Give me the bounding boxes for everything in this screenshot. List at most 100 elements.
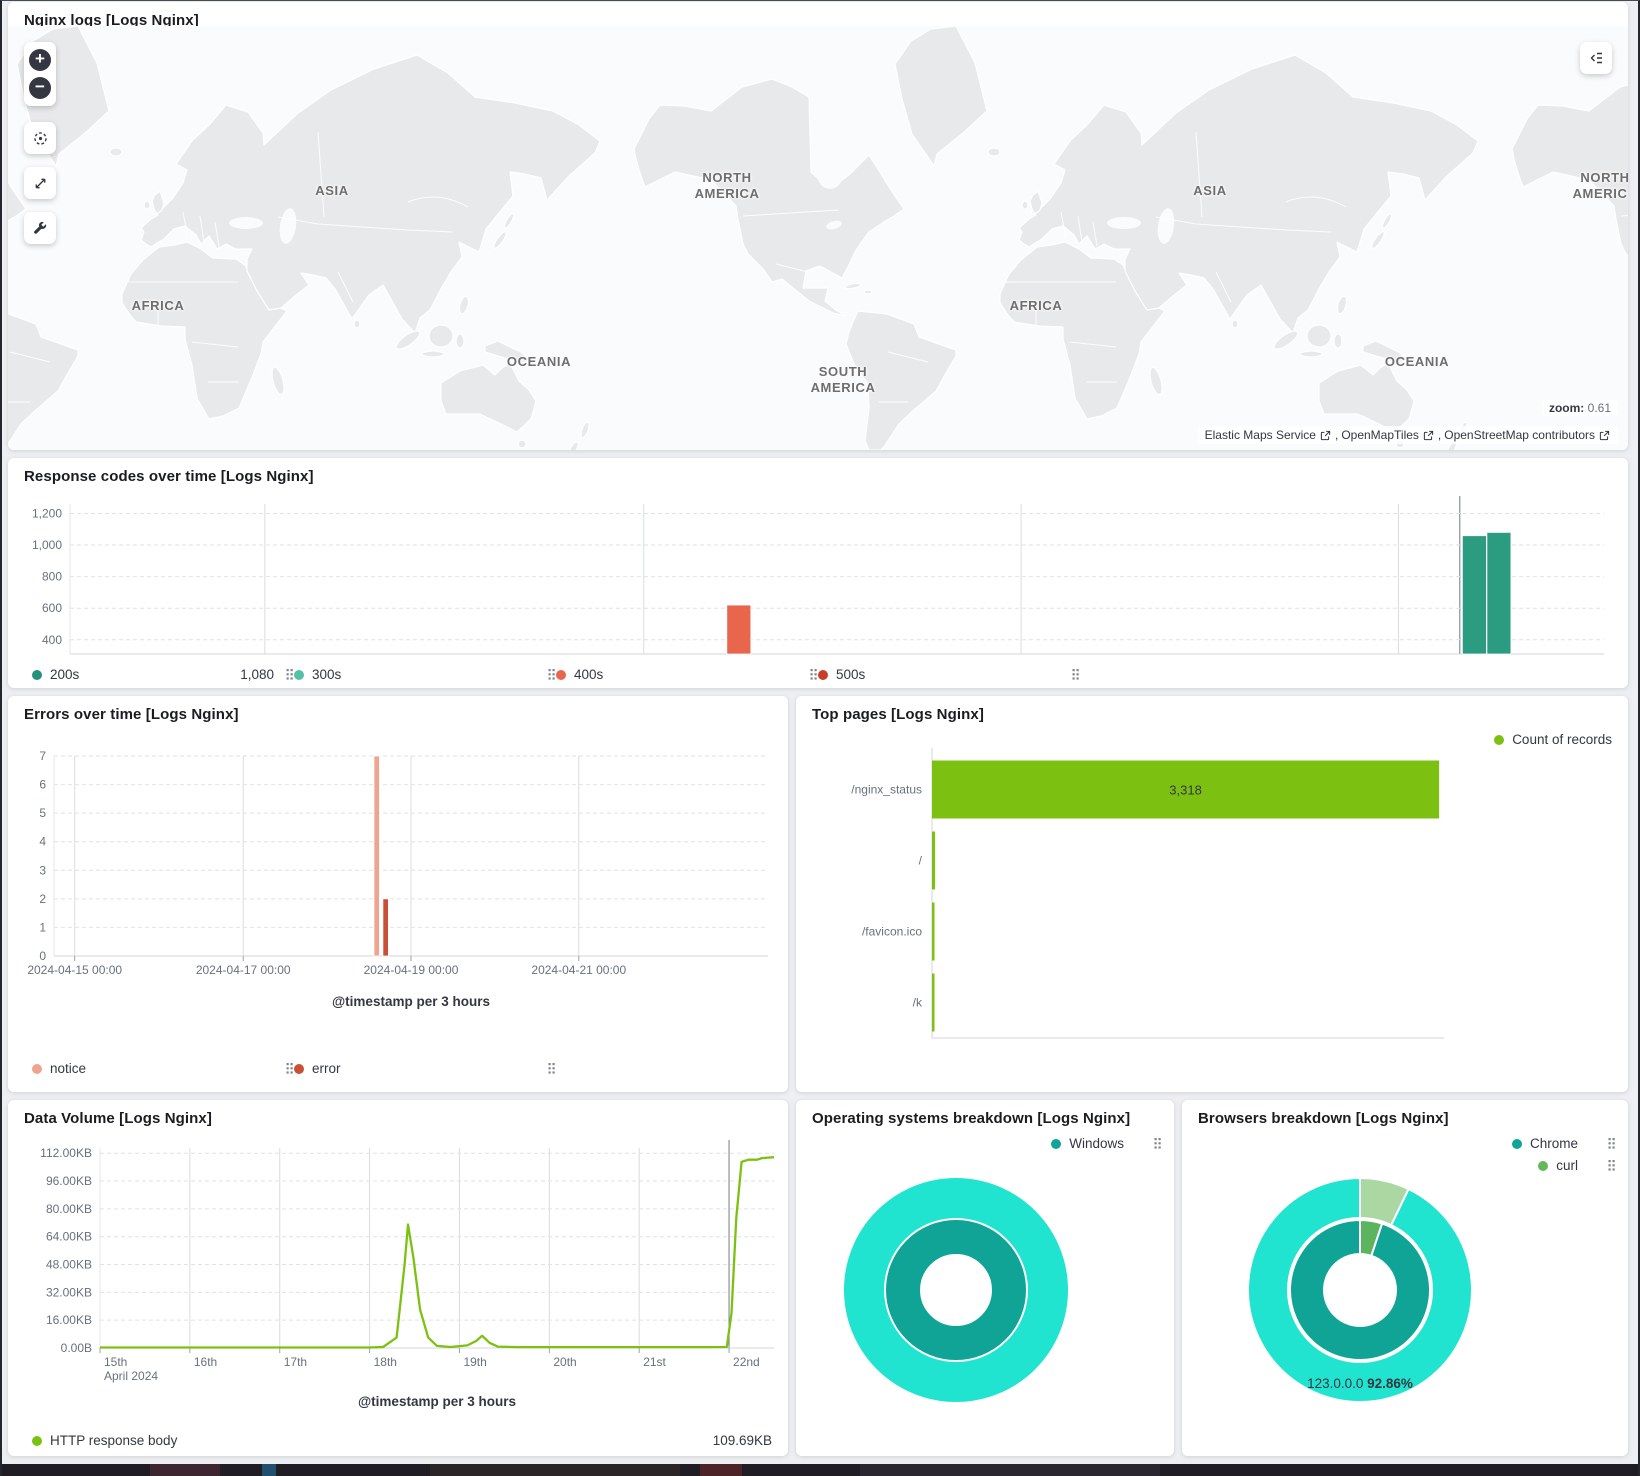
plus-icon: + [35,48,45,68]
external-link-icon [1423,430,1434,441]
legend-menu-icon[interactable] [286,668,294,681]
map-tools-button[interactable] [24,212,56,244]
external-link-icon [1320,430,1331,441]
wrench-icon [34,221,47,234]
panel-response-codes: Response codes over time [Logs Nginx] 40… [8,458,1628,688]
collapse-layers-button[interactable] [1580,42,1612,74]
legend-menu-icon[interactable] [1072,668,1080,681]
panel-errors-over-time: Errors over time [Logs Nginx] 0 1 2 3 4 5 6 7 20… [8,696,788,1092]
panel-top-pages: Top pages [Logs Nginx] Count of records … [796,696,1628,1092]
svg-text:112.00KB: 112.00KB [40,1146,92,1160]
legend-color-dot [1538,1160,1549,1171]
svg-text:96.00KB: 96.00KB [46,1174,92,1188]
legend-item-notice[interactable]: notice [32,1061,294,1076]
svg-text:April 2024: April 2024 [104,1369,158,1383]
svg-text:5: 5 [39,806,46,820]
legend-color-dot [1051,1138,1062,1149]
svg-text:3: 3 [39,863,46,877]
legend-item-http-response-body[interactable]: HTTP response body [32,1433,177,1448]
svg-text:7: 7 [39,749,46,763]
svg-text:22nd: 22nd [733,1355,760,1369]
zoom-out-button[interactable]: − [29,77,51,100]
legend-item-400s[interactable]: 400s [556,667,818,682]
svg-text:1: 1 [39,920,46,934]
legend-item-200s[interactable]: 200s 1,080 [32,667,294,682]
svg-text:/favicon.ico: /favicon.ico [862,925,922,939]
panel-title: Operating systems breakdown [Logs Nginx] [812,1110,1131,1127]
legend-color-dot [32,669,42,680]
svg-text:2024-04-19 00:00: 2024-04-19 00:00 [364,963,459,977]
legend-color-dot [1511,1138,1522,1149]
legend-item-windows[interactable]: Windows [1051,1136,1162,1151]
crosshair-icon [33,131,47,145]
expand-icon [35,178,45,188]
legend-item-error[interactable]: error [294,1061,556,1076]
svg-text:80.00KB: 80.00KB [46,1202,92,1216]
svg-text:2024-04-17 00:00: 2024-04-17 00:00 [196,963,291,977]
svg-text:400: 400 [42,633,62,647]
svg-text:21st: 21st [643,1355,666,1369]
legend-current-value: 109.69KB [712,1433,772,1448]
os-donut-chart [844,1178,1068,1402]
svg-text:17th: 17th [284,1355,307,1369]
svg-text:0.00B: 0.00B [61,1341,92,1355]
svg-text:2024-04-21 00:00: 2024-04-21 00:00 [531,963,626,977]
minus-icon: − [35,77,45,97]
legend-item-500s[interactable]: 500s [818,667,1080,682]
world-map[interactable]: ASIAASIANORTHAMERICANORTHAMERICAAFRICAAF… [8,2,1628,450]
attribution-link[interactable]: OpenStreetMap contributors [1444,428,1595,442]
legend-menu-icon[interactable] [548,1062,556,1075]
external-link-icon [1599,430,1610,441]
svg-text:0: 0 [39,949,46,963]
fit-to-data-button[interactable] [24,122,56,154]
zoom-in-button[interactable]: + [29,48,51,71]
panel-data-volume: Data Volume [Logs Nginx] 0.00B 16.00KB 32.… [8,1100,788,1456]
svg-text:800: 800 [42,570,62,584]
response-codes-chart: 400 600 800 1,000 1,200 [32,496,1604,655]
svg-text:48.00KB: 48.00KB [46,1258,92,1272]
attribution-link[interactable]: OpenMapTiles [1341,428,1419,442]
attribution-link[interactable]: Elastic Maps Service [1204,428,1316,442]
top-pages-legend: Count of records [1494,732,1612,747]
map-attribution: Elastic Maps Service , OpenMapTiles , Op… [1197,426,1618,444]
svg-text:1,200: 1,200 [32,506,62,520]
world-map-svg [8,26,1628,450]
svg-text:20th: 20th [553,1355,576,1369]
legend-value: 1,080 [240,667,274,682]
panel-title: Browsers breakdown [Logs Nginx] [1198,1110,1449,1127]
x-axis-title: @timestamp per 3 hours [358,1394,516,1409]
legend-color-dot [1494,734,1505,745]
svg-text:64.00KB: 64.00KB [46,1230,92,1244]
legend-menu-icon[interactable] [1154,1137,1162,1150]
legend-menu-icon[interactable] [286,1062,294,1075]
svg-text:/: / [919,854,923,868]
expand-map-button[interactable] [24,167,56,199]
svg-text:/k: /k [913,996,923,1010]
legend-item-count-of-records[interactable]: Count of records [1494,732,1612,747]
legend-item-chrome[interactable]: Chrome [1511,1136,1616,1151]
svg-text:4: 4 [39,835,46,849]
legend-menu-icon[interactable] [1608,1159,1616,1172]
data-volume-legend: HTTP response body 109.69KB [32,1433,772,1448]
legend-item-300s[interactable]: 300s [294,667,556,682]
legend-color-dot [556,669,566,680]
os-legend: Windows [1051,1136,1162,1151]
legend-menu-icon[interactable] [1608,1137,1616,1150]
svg-text:32.00KB: 32.00KB [46,1285,92,1299]
legend-menu-icon[interactable] [810,668,818,681]
legend-item-curl[interactable]: curl [1538,1158,1616,1173]
browsers-legend: Chrome curl [1511,1136,1616,1173]
panel-title: Response codes over time [Logs Nginx] [24,468,314,485]
svg-text:16th: 16th [194,1355,217,1369]
response-codes-legend: 200s 1,080 300s 400s 500s [32,667,1080,682]
taskbar-strip [0,1464,1640,1476]
panel-nginx-logs-map: Nginx logs [Logs Nginx] [8,2,1628,450]
svg-text:1,000: 1,000 [32,538,62,552]
svg-text:19th: 19th [463,1355,486,1369]
legend-menu-icon[interactable] [548,668,556,681]
svg-text:600: 600 [42,601,62,615]
data-volume-chart: 0.00B 16.00KB 32.00KB 48.00KB 64.00KB 80.00KB… [40,1140,775,1383]
svg-text:18th: 18th [374,1355,397,1369]
svg-text:2024-04-15 00:00: 2024-04-15 00:00 [27,963,122,977]
errors-chart: 0 1 2 3 4 5 6 7 2024-04-15 00:00 2024-04-17 00:00… [27,749,768,977]
